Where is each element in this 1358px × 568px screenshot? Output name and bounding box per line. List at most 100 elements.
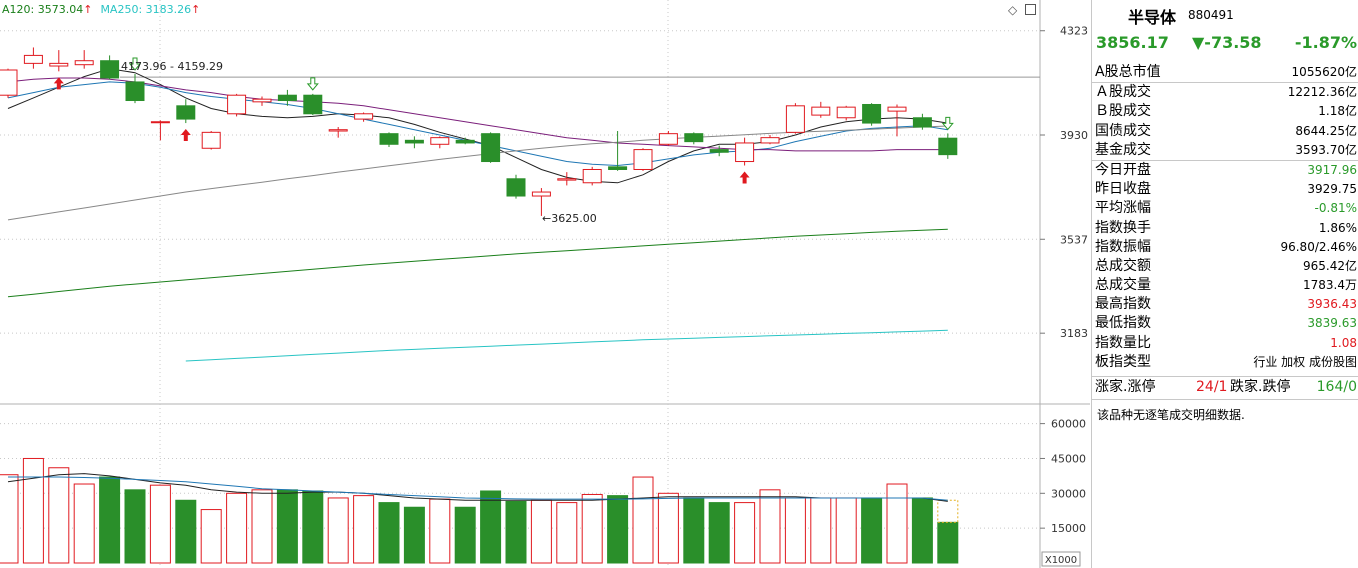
sell-arrow-icon: [306, 77, 319, 91]
volume-bar: [480, 490, 502, 564]
stats-row: 国债成交 8644.25亿: [1092, 122, 1358, 141]
volume-bar: [734, 502, 756, 564]
buy-arrow-icon: [180, 129, 191, 142]
stats-row: 今日开盘 3917.96: [1092, 161, 1358, 180]
volume-bar: [632, 476, 654, 564]
stats-value: 3839.63: [1307, 316, 1357, 331]
sell-arrow-icon: [941, 116, 954, 131]
limit-stats-row: 涨家.涨停 24/1 跌家.跌停 164/0: [1092, 376, 1358, 400]
volume-bar: [429, 498, 451, 564]
volume-bar: [99, 476, 121, 564]
stats-row: 昨日收盘 3929.75: [1092, 180, 1358, 199]
diamond-icon[interactable]: ◇: [1008, 3, 1018, 17]
candle-body: [252, 98, 272, 103]
y-tick-label: 3930: [1060, 129, 1088, 142]
stats-row: Ａ股成交 12212.36亿: [1092, 83, 1358, 102]
candle-body: [150, 121, 170, 124]
vol-y-tick-label: 30000: [1051, 487, 1086, 500]
volume-bar: [403, 506, 425, 564]
stats-label: 平均涨幅: [1095, 200, 1151, 217]
candle-body: [74, 60, 94, 66]
candle-body: [328, 129, 348, 132]
volume-bar: [657, 492, 679, 564]
stats-value: 3936.43: [1307, 297, 1357, 312]
volume-bar: [251, 489, 273, 564]
candle-body: [684, 133, 704, 143]
volume-bar: [911, 497, 933, 564]
stats-value: 8644.25亿: [1295, 123, 1357, 138]
candle-body: [481, 133, 501, 163]
candle-body: [0, 69, 18, 96]
window-icon[interactable]: [1025, 4, 1037, 15]
stats-value: 965.42亿: [1303, 258, 1357, 273]
stats-label: 基金成交: [1095, 141, 1151, 158]
volume-bar: [505, 500, 527, 564]
ma250-arrow-icon: ↑: [191, 3, 200, 16]
candle-body: [379, 133, 399, 145]
candle-body: [404, 139, 424, 144]
candle-body: [49, 62, 69, 67]
volume-bar: [937, 521, 959, 564]
volume-bar: [835, 497, 857, 564]
volume-bar: [302, 490, 324, 564]
volume-bar: [708, 502, 730, 564]
volume-bar: [378, 502, 400, 564]
quote-panel: 半导体 880491 3856.17 ▼-73.58 -1.87% A股总市值 1…: [1091, 0, 1358, 568]
high-annotation: 4173.96 - 4159.29: [121, 60, 223, 73]
stats-label: 总成交额: [1095, 257, 1151, 274]
low-annotation: ←3625.00: [542, 212, 597, 225]
volume-bar: [226, 492, 248, 564]
stats-value: 1055620亿: [1291, 65, 1357, 79]
ma-line: [185, 329, 948, 362]
candle-body: [912, 117, 932, 128]
stats-value: 3917.96: [1307, 162, 1357, 177]
candle-body: [176, 105, 196, 120]
candle-body: [557, 178, 577, 181]
stats-label: 最低指数: [1095, 315, 1151, 332]
stats-value: 3929.75: [1307, 182, 1357, 197]
volume-bar: [175, 499, 197, 564]
buy-arrow-icon: [739, 171, 750, 184]
candle-body: [887, 106, 907, 112]
chart-canvas[interactable]: 4323 3930 3537 3183 60000 45000 30000 15000 4173…: [0, 0, 1090, 568]
y-tick-label: 3183: [1060, 327, 1088, 340]
stats-value: 1.08: [1330, 335, 1357, 350]
candle-body: [23, 54, 43, 64]
candle-body: [277, 94, 297, 102]
volume-bar: [683, 497, 705, 564]
buy-arrow-icon: [53, 77, 64, 90]
ma250-legend: MA250: 3183.26: [100, 3, 191, 16]
volume-bar: [22, 457, 44, 564]
sell-arrow-icon: [128, 57, 142, 71]
volume-bar: [0, 474, 19, 564]
candle-body: [658, 133, 678, 145]
ma-line: [7, 77, 948, 152]
stats-label: Ａ股成交: [1095, 84, 1151, 101]
ma-legend: A120: 3573.04↑ MA250: 3183.26↑: [2, 3, 200, 16]
volume-bar: [454, 506, 476, 564]
candle-body: [760, 137, 780, 144]
volume-unit-label: X1000: [1045, 555, 1077, 566]
volume-bar: [73, 483, 95, 564]
volume-bar: [886, 483, 908, 564]
candle-body: [531, 191, 551, 197]
candle-body: [582, 168, 602, 184]
candle-body: [938, 137, 958, 156]
stats-value[interactable]: 行业 加权 成份股图: [1253, 354, 1357, 369]
stats-row: 指数换手 1.86%: [1092, 219, 1358, 238]
candle-body: [735, 142, 755, 163]
up-limit-label: 涨家.涨停: [1095, 379, 1156, 395]
candle-body: [455, 139, 475, 144]
stats-row: Ｂ股成交 1.18亿: [1092, 102, 1358, 121]
candle-body: [862, 103, 882, 124]
candle-body: [811, 106, 831, 116]
volume-bar: [327, 497, 349, 564]
chart-toolbar: ◇: [1008, 3, 1037, 17]
candle-body: [201, 131, 221, 149]
stats-row: A股总市值 1055620亿: [1092, 63, 1358, 84]
stats-label: Ｂ股成交: [1095, 103, 1151, 120]
volume-bar: [581, 493, 603, 564]
stats-value: 1.86%: [1318, 220, 1357, 235]
price-change: ▼-73.58: [1192, 33, 1262, 52]
stats-row: 最高指数 3936.43: [1092, 295, 1358, 314]
